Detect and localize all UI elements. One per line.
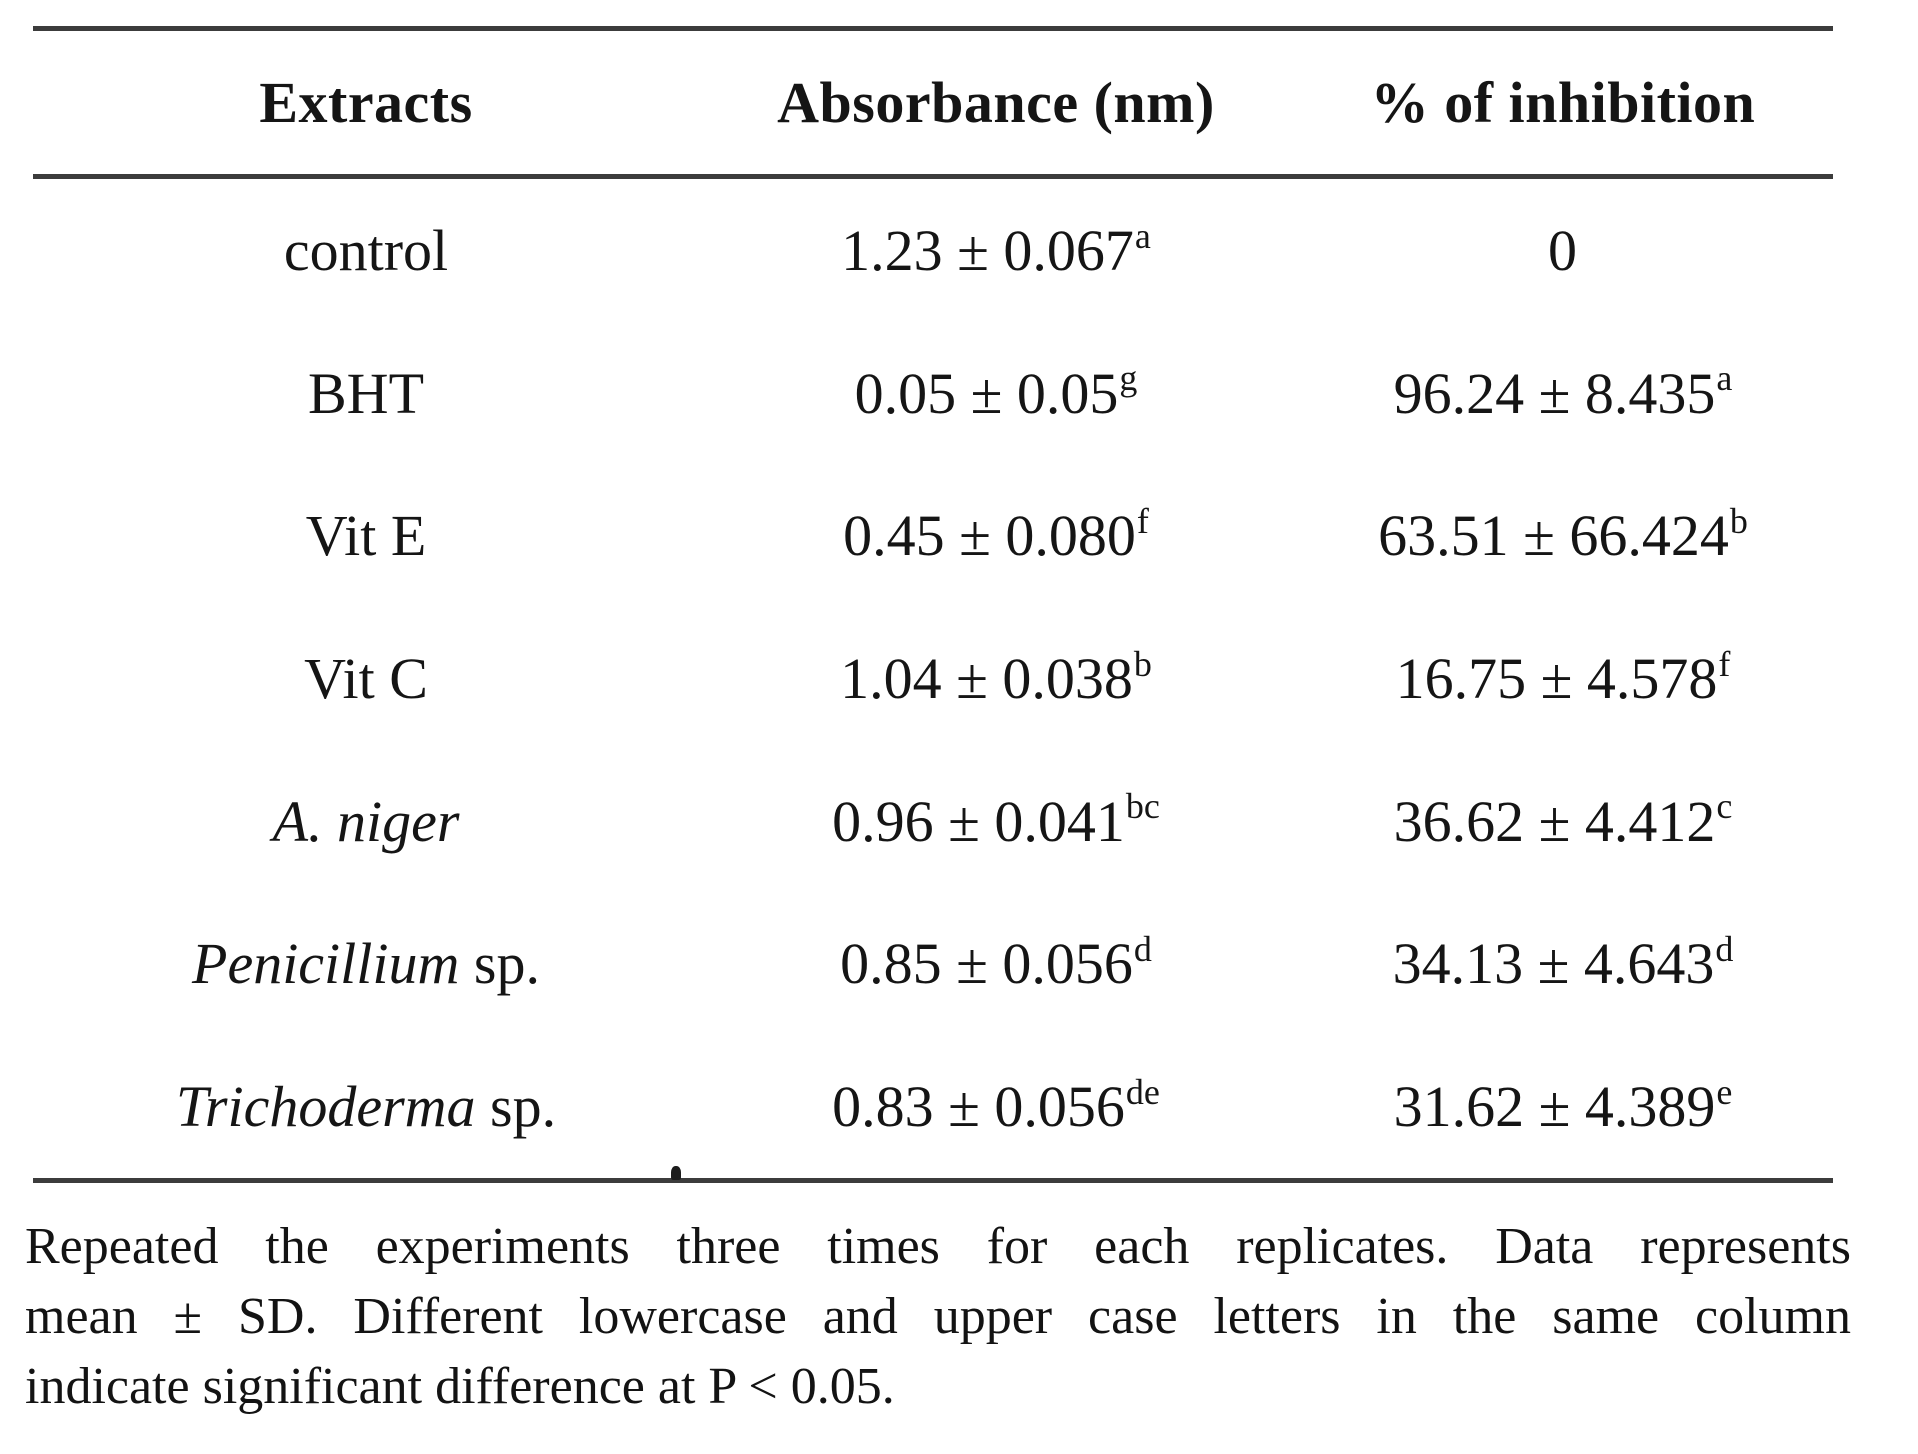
absorbance-value: 1.04 ± 0.038: [840, 645, 1133, 711]
absorbance-cell: 0.96 ± 0.041bc: [832, 786, 1160, 854]
table-footnote: Repeated the experiments three times for…: [25, 1212, 1851, 1422]
absorbance-value: 0.85 ± 0.056: [840, 931, 1133, 997]
column-header-extracts: Extracts: [259, 70, 473, 135]
absorbance-cell: 0.05 ± 0.05g: [854, 358, 1138, 426]
inhibition-cell: 63.51 ± 66.424b: [1378, 500, 1748, 569]
table-body: control 1.23 ± 0.067a 0 BHT 0.05 ± 0.05g…: [33, 179, 1833, 1178]
footnote-line: indicate significant difference at P < 0…: [25, 1358, 895, 1415]
extract-cell: BHT: [33, 360, 699, 427]
inhibition-value: 34.13 ± 4.643: [1392, 931, 1715, 997]
inhibition-cell: 31.62 ± 4.389e: [1393, 1071, 1733, 1140]
inhibition-value: 16.75 ± 4.578: [1395, 645, 1718, 711]
absorbance-value: 0.45 ± 0.080: [843, 503, 1136, 569]
column-header-absorbance: Absorbance (nm): [777, 70, 1215, 135]
extract-cell: Vit C: [33, 645, 699, 712]
table-header-rule: [33, 174, 1833, 179]
inhibition-value: 31.62 ± 4.389: [1393, 1074, 1716, 1140]
table-row: Trichoderma sp. 0.83 ± 0.056de 31.62 ± 4…: [33, 1035, 1833, 1178]
inhibition-cell: 16.75 ± 4.578f: [1395, 643, 1731, 711]
column-header-inhibition: % of inhibition: [1370, 70, 1756, 135]
extract-cell: Penicillium sp.: [33, 930, 699, 997]
absorbance-value: 1.23 ± 0.067: [841, 217, 1134, 283]
extract-label: Vit E: [305, 503, 427, 569]
inhibition-cell: 34.13 ± 4.643d: [1392, 929, 1734, 997]
absorbance-value: 0.05 ± 0.05: [854, 360, 1119, 426]
table-row: Penicillium sp. 0.85 ± 0.056d 34.13 ± 4.…: [33, 893, 1833, 1036]
extract-genus: Trichoderma: [175, 1074, 476, 1140]
inhibition-cell: 36.62 ± 4.412c: [1393, 786, 1733, 854]
absorbance-cell: 0.85 ± 0.056d: [840, 929, 1152, 997]
table-bottom-rule: [33, 1178, 1833, 1183]
extract-genus: Penicillium: [192, 931, 460, 997]
table-row: control 1.23 ± 0.067a 0: [33, 179, 1833, 322]
table-row: A. niger 0.96 ± 0.041bc 36.62 ± 4.412c: [33, 750, 1833, 893]
table-top-rule: [33, 26, 1833, 31]
extract-label: control: [283, 217, 449, 283]
table-row: Vit E 0.45 ± 0.080f 63.51 ± 66.424b: [33, 464, 1833, 607]
inhibition-cell: 0: [1293, 217, 1833, 284]
table-row: Vit C 1.04 ± 0.038b 16.75 ± 4.578f: [33, 607, 1833, 750]
extract-cell: A. niger: [33, 788, 699, 855]
table-header-row: Extracts Absorbance (nm) % of inhibition: [33, 31, 1833, 174]
absorbance-cell: 0.45 ± 0.080f: [843, 500, 1149, 569]
extract-cell: Vit E: [33, 502, 699, 569]
inhibition-value: 63.51 ± 66.424: [1378, 503, 1729, 569]
inhibition-value: 36.62 ± 4.412: [1393, 788, 1716, 854]
extract-label: Vit C: [304, 645, 428, 711]
inhibition-value: 0: [1548, 217, 1577, 283]
table-row: BHT 0.05 ± 0.05g 96.24 ± 8.435a: [33, 322, 1833, 465]
extract-label: sp.: [475, 1074, 557, 1140]
inhibition-cell: 96.24 ± 8.435a: [1393, 358, 1733, 426]
absorbance-cell: 0.83 ± 0.056de: [832, 1071, 1160, 1140]
extract-cell: Trichoderma sp.: [33, 1073, 699, 1140]
inhibition-value: 96.24 ± 8.435: [1393, 360, 1716, 426]
absorbance-cell: 1.23 ± 0.067a: [841, 215, 1151, 283]
extract-cell: control: [33, 217, 699, 284]
extract-label: BHT: [308, 360, 424, 426]
extract-label: sp.: [459, 931, 540, 997]
footnote-line: Repeated the experiments three times for…: [25, 1218, 1851, 1275]
footnote-line: mean ± SD. Different lowercase and upper…: [25, 1288, 1851, 1345]
extract-genus: A. niger: [272, 788, 460, 854]
absorbance-value: 0.96 ± 0.041: [832, 788, 1125, 854]
stray-tick-mark: [671, 1166, 681, 1180]
absorbance-cell: 1.04 ± 0.038b: [840, 643, 1152, 711]
absorbance-value: 0.83 ± 0.056: [832, 1074, 1125, 1140]
